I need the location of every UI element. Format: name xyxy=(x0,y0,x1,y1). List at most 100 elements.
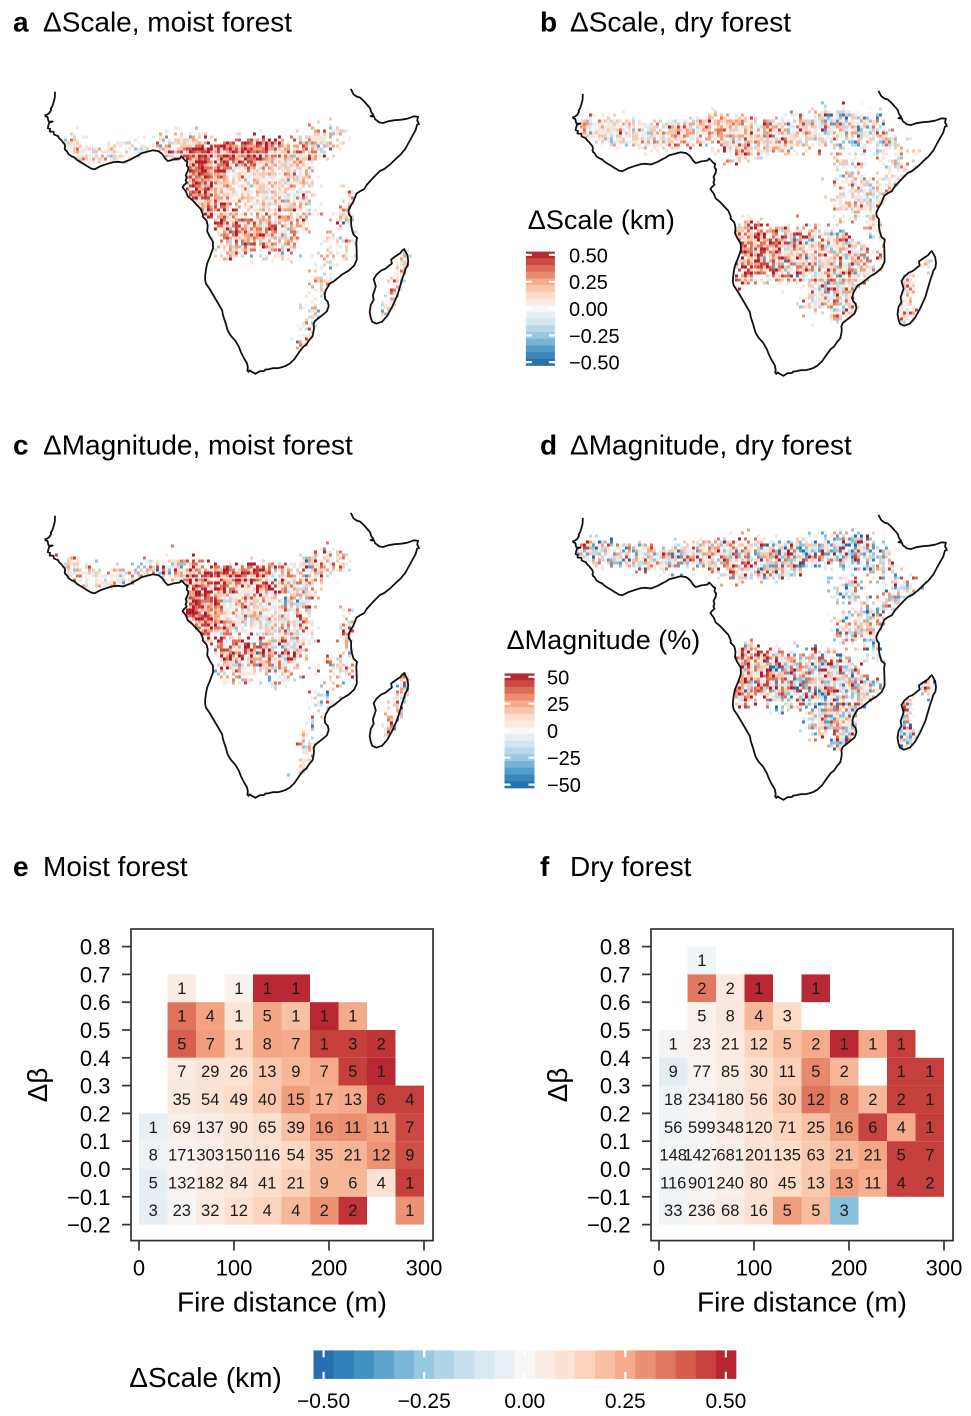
svg-text:0.00: 0.00 xyxy=(569,299,608,321)
svg-text:71: 71 xyxy=(778,1119,796,1137)
svg-text:5: 5 xyxy=(783,1202,792,1220)
svg-text:−0.2: −0.2 xyxy=(587,1213,630,1238)
svg-text:0.0: 0.0 xyxy=(600,1157,631,1182)
svg-text:2: 2 xyxy=(840,1063,849,1081)
svg-text:0.5: 0.5 xyxy=(80,1018,111,1043)
svg-text:1: 1 xyxy=(263,980,272,998)
svg-text:54: 54 xyxy=(201,1091,219,1109)
svg-text:40: 40 xyxy=(258,1091,276,1109)
svg-text:137: 137 xyxy=(196,1119,224,1137)
svg-text:7: 7 xyxy=(206,1035,215,1053)
svg-text:200: 200 xyxy=(831,1256,868,1281)
svg-text:4: 4 xyxy=(754,1008,763,1026)
svg-text:Δβ: Δβ xyxy=(22,1068,53,1103)
svg-text:ΔMagnitude, dry forest: ΔMagnitude, dry forest xyxy=(570,430,852,461)
svg-text:ΔMagnitude, moist forest: ΔMagnitude, moist forest xyxy=(43,430,353,461)
svg-text:63: 63 xyxy=(807,1147,825,1165)
svg-text:6: 6 xyxy=(868,1119,877,1137)
svg-text:ΔMagnitude (%): ΔMagnitude (%) xyxy=(507,625,701,655)
svg-text:200: 200 xyxy=(311,1256,348,1281)
svg-text:13: 13 xyxy=(835,1174,853,1192)
svg-text:1: 1 xyxy=(669,1035,678,1053)
svg-text:9: 9 xyxy=(405,1147,414,1165)
svg-text:9: 9 xyxy=(669,1063,678,1081)
svg-text:4: 4 xyxy=(263,1202,272,1220)
svg-text:11: 11 xyxy=(373,1119,390,1137)
svg-text:1: 1 xyxy=(234,980,243,998)
svg-text:−0.1: −0.1 xyxy=(587,1185,630,1210)
svg-text:Δβ: Δβ xyxy=(542,1068,573,1103)
svg-text:5: 5 xyxy=(149,1174,158,1192)
svg-text:0.1: 0.1 xyxy=(600,1129,631,1154)
svg-text:16: 16 xyxy=(750,1202,768,1220)
svg-text:1: 1 xyxy=(405,1202,414,1220)
svg-text:240: 240 xyxy=(716,1174,744,1192)
svg-text:0.50: 0.50 xyxy=(705,1390,746,1413)
svg-text:12: 12 xyxy=(372,1147,390,1165)
svg-text:69: 69 xyxy=(173,1119,191,1137)
svg-text:2: 2 xyxy=(377,1035,386,1053)
svg-text:1: 1 xyxy=(177,1008,186,1026)
svg-text:348: 348 xyxy=(716,1119,744,1137)
svg-text:0.25: 0.25 xyxy=(605,1390,646,1413)
svg-text:236: 236 xyxy=(688,1202,716,1220)
svg-text:54: 54 xyxy=(287,1147,305,1165)
svg-text:13: 13 xyxy=(807,1174,825,1192)
svg-text:1: 1 xyxy=(149,1119,158,1137)
svg-text:21: 21 xyxy=(287,1174,305,1192)
svg-text:Moist forest: Moist forest xyxy=(43,851,188,882)
svg-text:180: 180 xyxy=(716,1091,744,1109)
svg-text:−0.25: −0.25 xyxy=(569,326,620,348)
svg-text:50: 50 xyxy=(547,667,569,689)
svg-text:11: 11 xyxy=(779,1063,796,1081)
svg-text:234: 234 xyxy=(688,1091,716,1109)
svg-text:12: 12 xyxy=(750,1035,768,1053)
svg-text:1: 1 xyxy=(291,1008,300,1026)
svg-text:0.2: 0.2 xyxy=(600,1101,631,1126)
svg-text:148: 148 xyxy=(659,1147,687,1165)
svg-text:3: 3 xyxy=(348,1035,357,1053)
svg-text:a: a xyxy=(13,7,29,38)
svg-text:8: 8 xyxy=(149,1147,158,1165)
svg-text:25: 25 xyxy=(547,694,569,716)
svg-text:3: 3 xyxy=(783,1008,792,1026)
svg-text:0.5: 0.5 xyxy=(600,1018,631,1043)
svg-text:Fire distance (m): Fire distance (m) xyxy=(697,1287,907,1318)
svg-text:e: e xyxy=(13,851,29,882)
svg-text:33: 33 xyxy=(664,1202,682,1220)
svg-text:4: 4 xyxy=(897,1119,906,1137)
svg-text:56: 56 xyxy=(750,1091,768,1109)
svg-text:5: 5 xyxy=(348,1063,357,1081)
svg-text:2: 2 xyxy=(897,1091,906,1109)
svg-text:6: 6 xyxy=(377,1091,386,1109)
svg-text:4: 4 xyxy=(377,1174,386,1192)
svg-text:90: 90 xyxy=(230,1119,248,1137)
svg-text:0.7: 0.7 xyxy=(600,962,631,987)
svg-text:150: 150 xyxy=(225,1147,253,1165)
svg-text:21: 21 xyxy=(835,1147,853,1165)
svg-text:7: 7 xyxy=(320,1063,329,1081)
svg-text:1: 1 xyxy=(925,1091,934,1109)
svg-text:0.6: 0.6 xyxy=(600,990,631,1015)
svg-text:65: 65 xyxy=(258,1119,276,1137)
svg-text:100: 100 xyxy=(216,1256,253,1281)
svg-text:39: 39 xyxy=(287,1119,305,1137)
svg-text:1: 1 xyxy=(925,1063,934,1081)
svg-text:16: 16 xyxy=(835,1119,853,1137)
svg-text:0: 0 xyxy=(133,1256,145,1281)
svg-text:9: 9 xyxy=(291,1063,300,1081)
svg-text:4: 4 xyxy=(206,1008,215,1026)
svg-text:1: 1 xyxy=(377,1063,386,1081)
svg-text:5: 5 xyxy=(177,1035,186,1053)
svg-text:8: 8 xyxy=(726,1008,735,1026)
svg-text:35: 35 xyxy=(173,1091,191,1109)
svg-text:0.00: 0.00 xyxy=(504,1390,545,1413)
svg-text:1: 1 xyxy=(320,1035,329,1053)
svg-text:−0.2: −0.2 xyxy=(67,1213,110,1238)
svg-text:1: 1 xyxy=(234,1008,243,1026)
svg-text:68: 68 xyxy=(721,1202,739,1220)
svg-text:85: 85 xyxy=(721,1063,739,1081)
svg-text:45: 45 xyxy=(778,1174,796,1192)
svg-text:0.8: 0.8 xyxy=(80,935,111,960)
svg-text:2: 2 xyxy=(320,1202,329,1220)
